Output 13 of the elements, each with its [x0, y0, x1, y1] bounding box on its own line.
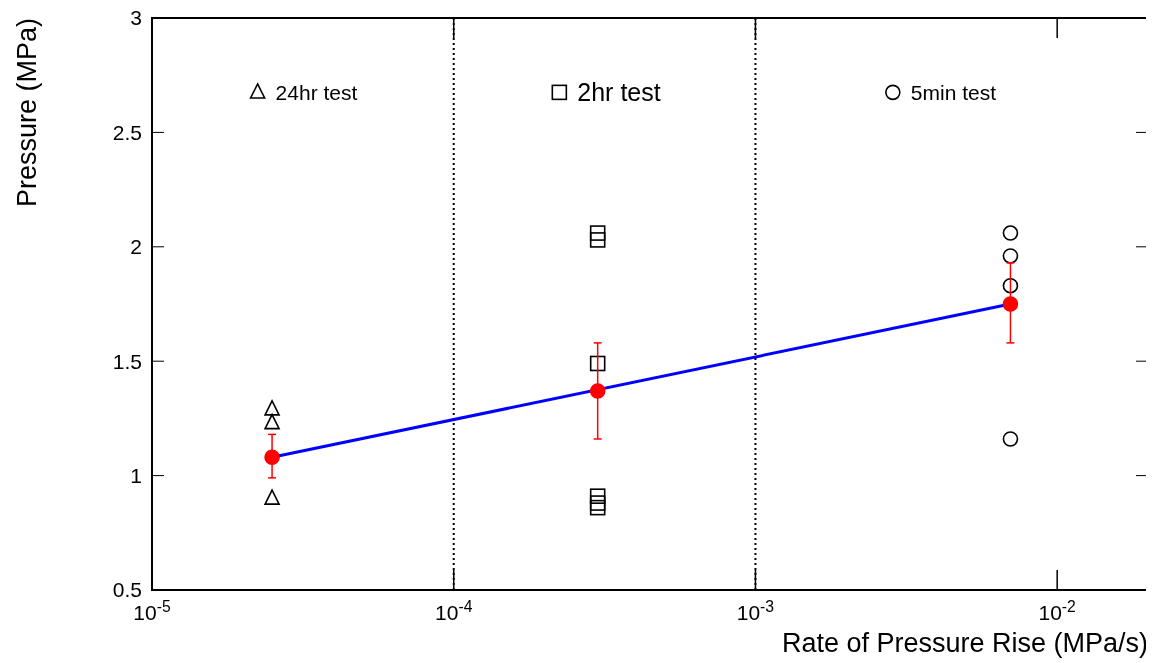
legend-label: 5min test — [910, 80, 997, 104]
legend-label: 2hr test — [577, 78, 661, 107]
x-axis-title: Rate of Pressure Rise (MPa/s) — [781, 628, 1148, 658]
x-tick-label: 10$^{-3}$ — [736, 597, 775, 624]
x-tick-label: 10$^{-4}$ — [435, 597, 473, 624]
y-tick-label: 2 — [130, 235, 142, 259]
y-tick-label: 3 — [130, 6, 142, 30]
y-tick-label: 1 — [130, 463, 142, 487]
y-axis-title: Pressure (MPa) — [12, 18, 42, 208]
legend-label: 24hr test — [275, 80, 358, 104]
y-tick-label: 1.5 — [112, 349, 142, 373]
y-tick-label: 2.5 — [112, 120, 142, 144]
x-tick-label: 10$^{-2}$ — [1038, 597, 1076, 624]
